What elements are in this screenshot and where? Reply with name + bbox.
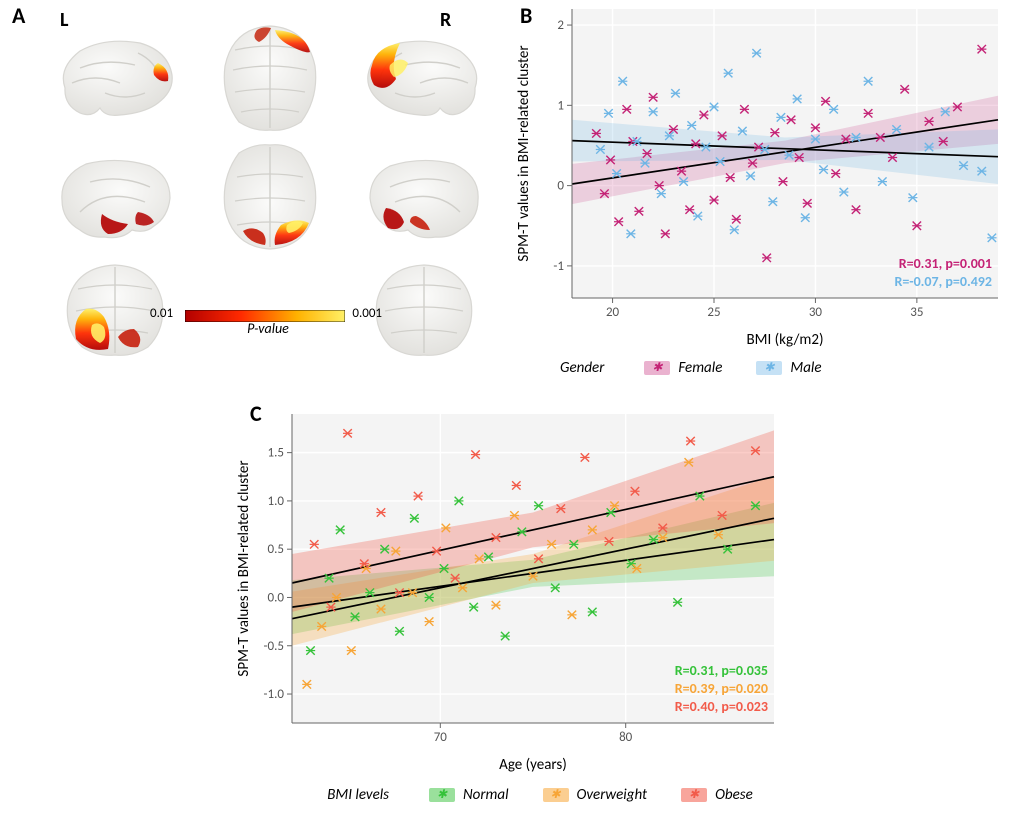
- panel-b-legend: Gender ✱Female ✱Male: [560, 358, 822, 377]
- panel-c-chart: 70 80 -1.0 -0.5 0.0 0.5 1.0 1.5 Age (years) SPM-T…: [230, 400, 790, 780]
- colorbar-left: 0.01: [150, 306, 173, 321]
- brain-dorsal: [215, 20, 325, 135]
- legend-title-bmi: BMI levels: [327, 786, 389, 804]
- svg-text:-0.5: -0.5: [264, 639, 284, 654]
- brain-lateral-left: [50, 33, 180, 123]
- svg-text:1.0: 1.0: [268, 494, 285, 509]
- legend-item: ✱Female: [644, 359, 722, 377]
- legend-item: ✱Normal: [429, 786, 509, 804]
- svg-text:-1: -1: [553, 259, 564, 274]
- colorbar-title: P-value: [228, 320, 308, 337]
- svg-text:-1.0: -1.0: [264, 687, 285, 702]
- svg-text:R=0.31, p=0.001: R=0.31, p=0.001: [899, 255, 992, 272]
- panel-c-legend: BMI levels ✱Normal ✱Overweight ✱Obese: [260, 785, 820, 804]
- brain-ventral: [215, 139, 325, 254]
- svg-text:R=0.31, p=0.035: R=0.31, p=0.035: [675, 662, 768, 679]
- svg-text:30: 30: [809, 305, 823, 320]
- svg-text:SPM-T values in BMI-related cl: SPM-T values in BMI-related cluster: [235, 460, 253, 676]
- svg-text:SPM-T values in BMI-related cl: SPM-T values in BMI-related cluster: [515, 45, 533, 261]
- figure-root: A L R: [0, 0, 1020, 835]
- brain-medial-left: [50, 152, 180, 242]
- brain-lateral-right: [360, 33, 490, 123]
- svg-text:80: 80: [619, 730, 633, 745]
- svg-text:Age (years): Age (years): [499, 756, 567, 774]
- legend-title-gender: Gender: [560, 359, 604, 377]
- svg-text:70: 70: [434, 730, 448, 745]
- svg-text:35: 35: [910, 305, 923, 320]
- legend-item: ✱Overweight: [543, 786, 648, 804]
- brain-medial-right: [360, 152, 490, 242]
- brain-posterior: [367, 259, 482, 359]
- svg-text:R=0.39, p=0.020: R=0.39, p=0.020: [675, 680, 768, 697]
- colorbar-right: 0.001: [352, 306, 382, 321]
- svg-text:1.5: 1.5: [268, 446, 284, 461]
- colorbar-labels: 0.01 0.001: [150, 306, 382, 321]
- legend-item: ✱Obese: [681, 786, 753, 804]
- svg-text:25: 25: [707, 305, 720, 320]
- svg-text:0: 0: [557, 179, 564, 194]
- svg-text:BMI (kg/m2): BMI (kg/m2): [746, 331, 823, 349]
- svg-text:1: 1: [557, 98, 564, 113]
- svg-text:2: 2: [557, 18, 564, 33]
- svg-text:0.5: 0.5: [268, 542, 284, 557]
- svg-text:20: 20: [606, 305, 620, 320]
- svg-text:R=0.40, p=0.023: R=0.40, p=0.023: [675, 698, 768, 715]
- legend-item: ✱Male: [756, 359, 821, 377]
- panel-b-chart: 20 25 30 35 -1 0 1 2 BMI (kg/m2) SPM-T values in …: [510, 0, 1010, 355]
- svg-text:R=-0.07, p=0.492: R=-0.07, p=0.492: [894, 273, 992, 290]
- svg-text:0.0: 0.0: [268, 590, 285, 605]
